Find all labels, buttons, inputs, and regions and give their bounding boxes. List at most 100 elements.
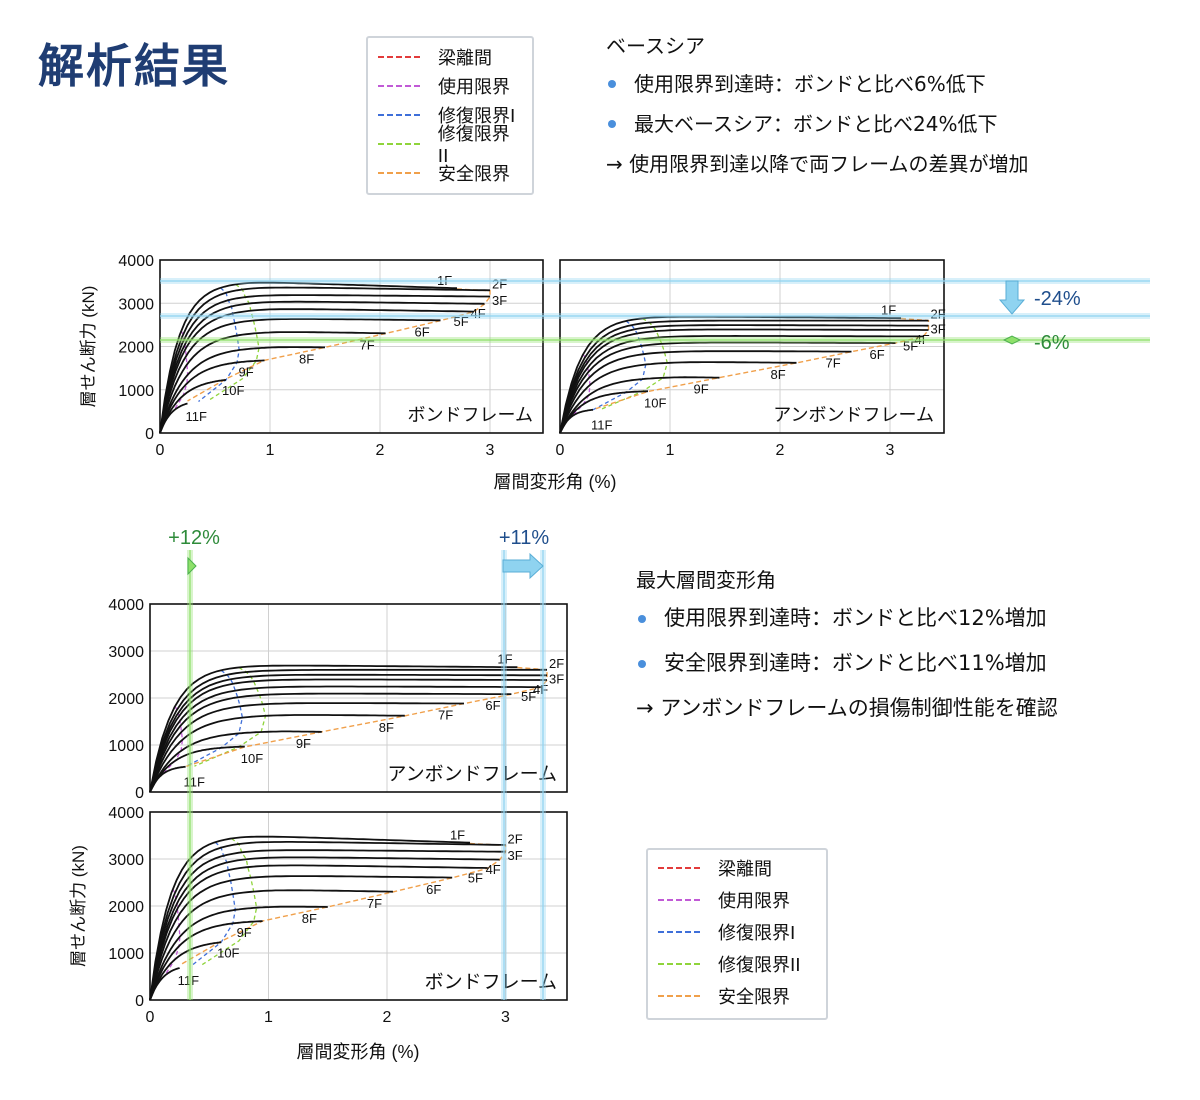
bullet-dot	[638, 659, 646, 668]
series-label-5F: 5F	[454, 314, 469, 329]
legend-label: 使用限界	[438, 76, 510, 98]
bullet-text: 使用限界到達時：ボンドと比べ12%増加	[664, 606, 1047, 630]
frame-label: アンボンドフレーム	[773, 405, 934, 425]
series-line-2F	[149, 841, 506, 1001]
series-line-5F	[149, 685, 541, 793]
plot-frame	[149, 603, 568, 793]
y-tick-label: 1000	[108, 946, 144, 963]
limit-envelope-1	[571, 353, 591, 418]
series-label-6F: 6F	[415, 325, 430, 340]
series-line-8F	[149, 905, 328, 1001]
note-bullet: 最大ベースシア：ボンドと比べ24%低下	[606, 114, 1029, 134]
series-line-9F	[159, 359, 265, 434]
legend-item-beam-separation: 梁離間	[658, 852, 814, 884]
legend-swatch	[658, 995, 700, 997]
plot-frame	[159, 259, 544, 434]
bullet-text: 最大ベースシア：ボンドと比べ24%低下	[634, 112, 998, 136]
note-drift: 最大層間変形角 使用限界到達時：ボンドと比べ12%増加 安全限界到達時：ボンドと…	[636, 570, 1058, 719]
legend-label: 梁離間	[718, 859, 772, 880]
note-bullet: 安全限界到達時：ボンドと比べ11%増加	[636, 653, 1058, 674]
series-line-9F	[149, 920, 263, 1001]
series-line-5F	[149, 864, 488, 1001]
series-line-11F	[149, 765, 186, 793]
y-tick-label: 3000	[108, 852, 144, 869]
limit-envelope-safety	[185, 666, 548, 768]
legend-bottom: 梁離間 使用限界 修復限界I 修復限界II 安全限界	[646, 848, 828, 1020]
legend-item-safety: 安全限界	[378, 158, 520, 187]
limit-envelope-1	[161, 706, 184, 775]
series-line-6F	[149, 692, 512, 793]
series-label-10F: 10F	[222, 383, 244, 398]
plot-frame	[149, 811, 568, 1001]
series-label-8F: 8F	[299, 351, 314, 366]
series-line-10F	[559, 390, 649, 434]
series-line-1F	[149, 835, 471, 1001]
page-title: 解析結果	[38, 39, 230, 93]
series-label-9F: 9F	[296, 736, 311, 751]
series-line-10F	[159, 379, 227, 434]
series-line-11F	[159, 402, 188, 434]
series-line-5F	[559, 334, 924, 434]
legend-label: 修復限界I	[718, 923, 796, 944]
limit-envelope-safety	[179, 842, 507, 966]
series-label-1F: 1F	[497, 651, 512, 666]
legend-swatch	[658, 899, 700, 901]
annotation-plus12: +12%	[168, 527, 220, 549]
arrow-right-icon	[502, 552, 544, 580]
note-heading: ベースシア	[606, 34, 705, 58]
legend-swatch	[658, 963, 700, 965]
legend-label: 使用限界	[718, 891, 790, 912]
series-label-6F: 6F	[485, 698, 500, 713]
y-tick-label: 4000	[108, 805, 144, 822]
y-tick-label: 1000	[118, 383, 154, 400]
frame-label: ボンドフレーム	[425, 971, 557, 993]
annotation-minus6: -6%	[1034, 332, 1070, 354]
legend-swatch	[378, 55, 420, 58]
x-tick-label: 2	[376, 442, 385, 459]
note-conclusion: → 使用限界到達以降で両フレームの差異が増加	[606, 152, 1029, 176]
legend-swatch	[658, 931, 700, 933]
note-conclusion: → アンボンドフレームの損傷制御性能を確認	[636, 696, 1058, 720]
legend-label: 安全限界	[718, 987, 790, 1008]
x-tick-label: 0	[156, 442, 165, 459]
x-tick-label: 1	[666, 442, 675, 459]
y-tick-label: 3000	[118, 296, 154, 313]
series-line-7F	[149, 702, 464, 793]
legend-item-safety: 安全限界	[658, 980, 814, 1012]
series-line-8F	[149, 714, 405, 793]
legend-item-serviceability: 使用限界	[658, 884, 814, 916]
limit-envelope-2	[198, 287, 240, 403]
series-line-1F	[159, 281, 458, 434]
series-label-2F: 2F	[508, 831, 523, 846]
x-tick-label: 1	[266, 442, 275, 459]
series-label-11F: 11F	[591, 418, 612, 433]
frame-label: ボンドフレーム	[408, 405, 533, 425]
series-label-3F: 3F	[549, 671, 564, 686]
legend-item-repair-1: 修復限界I	[378, 100, 520, 129]
legend-label: 修復限界II	[718, 955, 801, 976]
bullet-dot	[638, 614, 646, 623]
series-label-8F: 8F	[379, 720, 394, 735]
y-axis-label: 層せん断力 (kN)	[69, 845, 88, 967]
series-line-3F	[559, 324, 929, 434]
bullet-dot	[608, 80, 616, 88]
series-line-8F	[559, 361, 797, 434]
legend-label: 梁離間	[438, 47, 492, 69]
note-bullet: 使用限界到達時：ボンドと比べ12%増加	[636, 608, 1058, 629]
legend-item-beam-separation: 梁離間	[378, 42, 520, 71]
series-line-11F	[149, 967, 180, 1001]
series-line-7F	[159, 331, 386, 434]
series-label-2F: 2F	[931, 307, 946, 322]
series-line-5F	[159, 308, 474, 434]
bullet-text: 安全限界到達時：ボンドと比べ11%増加	[664, 651, 1047, 675]
series-line-6F	[149, 875, 453, 1001]
y-axis-label: 層せん断力 (kN)	[79, 286, 98, 408]
x-tick-label: 2	[383, 1009, 392, 1026]
y-tick-label: 0	[145, 426, 154, 443]
series-label-4F: 4F	[471, 306, 486, 321]
series-label-7F: 7F	[826, 356, 841, 371]
legend-item-repair-2: 修復限界II	[378, 124, 520, 167]
plot-frame	[559, 259, 945, 434]
